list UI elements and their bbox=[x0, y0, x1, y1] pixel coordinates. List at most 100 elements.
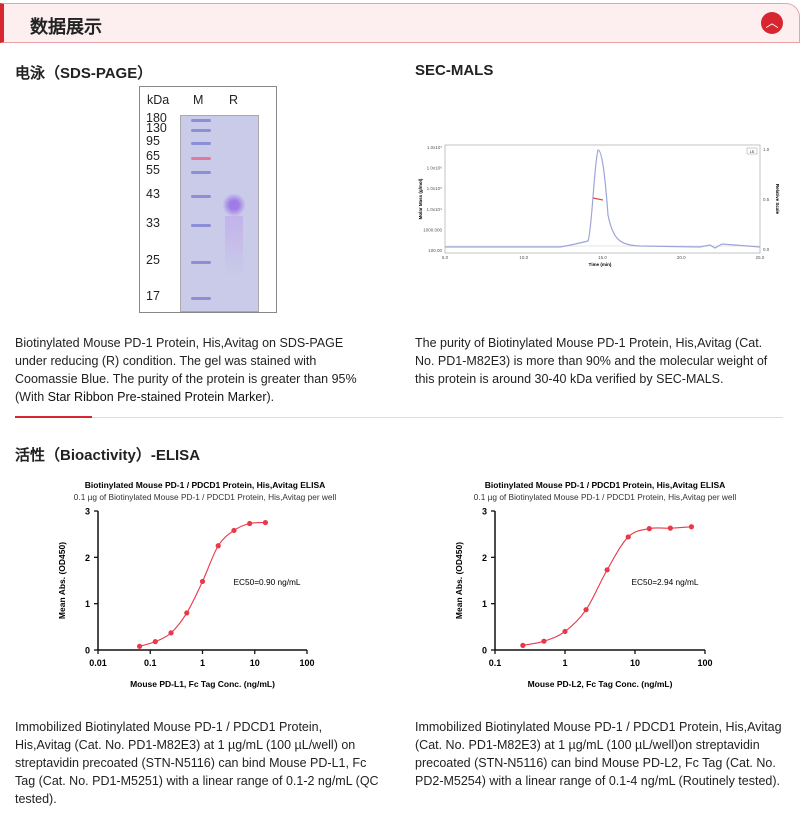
data-point bbox=[231, 527, 237, 534]
marker-label: 130 bbox=[146, 121, 167, 135]
y2-tick-label: 0.0 bbox=[763, 247, 770, 252]
data-point bbox=[152, 639, 158, 645]
lane-r-label: R bbox=[229, 93, 239, 107]
data-point bbox=[625, 534, 631, 540]
y-tick-label: 0 bbox=[85, 646, 90, 656]
x-tick-label: 0.01 bbox=[89, 658, 107, 668]
marker-band bbox=[191, 171, 211, 174]
data-point bbox=[667, 525, 673, 531]
elisa-chart-pd-l2: Biotinylated Mouse PD-1 / PDCD1 Protein,… bbox=[454, 480, 736, 689]
marker-band bbox=[191, 129, 211, 132]
legend-label: LS bbox=[750, 150, 755, 154]
marker-label: 25 bbox=[146, 253, 160, 267]
ls-trace bbox=[445, 149, 761, 249]
sec-mals-chart: LS 1.0x10⁷ 1.0x10⁶ 1.0x10⁵ 1.0x10⁴ 1000.000 1… bbox=[418, 144, 780, 267]
marker-label: 95 bbox=[146, 134, 160, 148]
marker-label: 65 bbox=[146, 149, 160, 163]
marker-band bbox=[191, 297, 211, 300]
lane-m-label: M bbox=[193, 93, 204, 107]
marker-band bbox=[191, 142, 211, 145]
x-tick-label: 10.0 bbox=[519, 255, 528, 260]
sds-page-title: 电泳（SDS-PAGE） bbox=[15, 65, 153, 82]
x-tick-label: 1 bbox=[562, 658, 567, 668]
ec50-annotation: EC50=2.94 ng/mL bbox=[631, 577, 698, 587]
y-tick-label: 3 bbox=[482, 507, 487, 517]
divider-accent bbox=[15, 416, 92, 418]
sample-smear bbox=[225, 216, 243, 276]
marker-label: 33 bbox=[146, 216, 160, 230]
sec-description: The purity of Biotinylated Mouse PD-1 Pr… bbox=[415, 336, 768, 386]
marker-link[interactable]: Star Ribbon Pre-stained Protein Marker bbox=[47, 390, 267, 404]
data-point bbox=[562, 628, 568, 635]
marker-band bbox=[191, 224, 211, 227]
marker-band bbox=[191, 195, 211, 198]
sds-description: Biotinylated Mouse PD-1 Protein, His,Avi… bbox=[15, 336, 357, 404]
data-point bbox=[199, 578, 206, 585]
x-tick-label: 5.0 bbox=[442, 255, 449, 260]
y2-tick-label: 1.0 bbox=[763, 147, 770, 152]
data-point bbox=[215, 543, 221, 549]
x-axis-label: Mouse PD-L2, Fc Tag Conc. (ng/mL) bbox=[528, 679, 673, 689]
y2-tick-label: 0.5 bbox=[763, 197, 770, 202]
x-axis-label: Mouse PD-L1, Fc Tag Conc. (ng/mL) bbox=[130, 679, 275, 689]
ec50-annotation: EC50=0.90 ng/mL bbox=[233, 577, 300, 587]
y-tick-label: 1 bbox=[85, 599, 90, 609]
section-title: 数据展示 bbox=[30, 17, 102, 37]
chart-subtitle: 0.1 µg of Biotinylated Mouse PD-1 / PDCD… bbox=[74, 492, 337, 502]
divider bbox=[15, 417, 783, 418]
data-point bbox=[646, 526, 652, 532]
chart-title: Biotinylated Mouse PD-1 / PDCD1 Protein,… bbox=[485, 480, 726, 490]
x-tick-label: 20.0 bbox=[677, 255, 686, 260]
sample-band bbox=[223, 194, 245, 216]
x-tick-label: 100 bbox=[299, 658, 314, 668]
y-tick-label: 3 bbox=[85, 507, 90, 517]
elisa-description-pd-l1: Immobilized Biotinylated Mouse PD-1 / PD… bbox=[15, 720, 379, 806]
data-point bbox=[583, 607, 589, 613]
x-tick-label: 0.1 bbox=[489, 658, 502, 668]
sec-mals-title: SEC-MALS bbox=[415, 62, 494, 79]
y-axis-label: Mean Abs. (OD450) bbox=[454, 542, 464, 619]
elisa-description-pd-l2: Immobilized Biotinylated Mouse PD-1 / PD… bbox=[415, 720, 782, 788]
y-tick-label: 2 bbox=[85, 553, 90, 563]
sds-page-gel-image: kDa M R 180 130 95 65 55 43 33 25 17 bbox=[139, 86, 277, 313]
y-tick-label: 1.0x10⁴ bbox=[427, 207, 443, 212]
data-point bbox=[604, 567, 610, 573]
x-tick-label: 10 bbox=[250, 658, 260, 668]
elisa-chart-pd-l1: Biotinylated Mouse PD-1 / PDCD1 Protein,… bbox=[57, 480, 337, 689]
data-point bbox=[688, 524, 695, 530]
x-axis-label: Time (min) bbox=[589, 262, 612, 267]
x-tick-label: 15.0 bbox=[598, 255, 607, 260]
marker-label: 180 bbox=[146, 111, 167, 125]
chart-title: Biotinylated Mouse PD-1 / PDCD1 Protein,… bbox=[85, 480, 326, 490]
plot-frame bbox=[444, 144, 761, 254]
y-tick-label: 1.0x10⁷ bbox=[427, 145, 443, 150]
y-tick-label: 1.0x10⁵ bbox=[427, 186, 443, 191]
marker-band bbox=[191, 157, 211, 160]
collapse-button[interactable]: ︿ bbox=[761, 12, 783, 34]
y-tick-label: 1 bbox=[482, 599, 487, 609]
y-axis-label: Mean Abs. (OD450) bbox=[57, 542, 67, 619]
marker-band bbox=[191, 119, 211, 122]
x-tick-label: 0.1 bbox=[144, 658, 157, 668]
y-tick-label: 100.00 bbox=[428, 248, 442, 253]
marker-label: 17 bbox=[146, 289, 160, 303]
data-point bbox=[184, 610, 190, 616]
x-tick-label: 1 bbox=[200, 658, 205, 668]
data-point bbox=[247, 520, 253, 527]
x-tick-label: 100 bbox=[697, 658, 712, 668]
y-tick-label: 1000.000 bbox=[423, 227, 442, 232]
x-tick-label: 10 bbox=[630, 658, 640, 668]
chevron-up-icon: ︿ bbox=[765, 15, 779, 30]
y-axis-label: Molar Mass (g/mol) bbox=[418, 178, 423, 219]
y-tick-label: 2 bbox=[482, 553, 487, 563]
data-point bbox=[136, 643, 143, 649]
y-tick-label: 0 bbox=[482, 646, 487, 656]
data-point bbox=[541, 638, 547, 644]
molar-mass-trace bbox=[592, 197, 604, 201]
marker-band bbox=[191, 261, 211, 264]
gel-lanes bbox=[180, 115, 259, 312]
kda-label: kDa bbox=[147, 93, 170, 107]
x-tick-label: 25.0 bbox=[756, 255, 765, 260]
data-point bbox=[262, 519, 269, 526]
y-tick-label: 1.0x10⁶ bbox=[427, 166, 443, 171]
